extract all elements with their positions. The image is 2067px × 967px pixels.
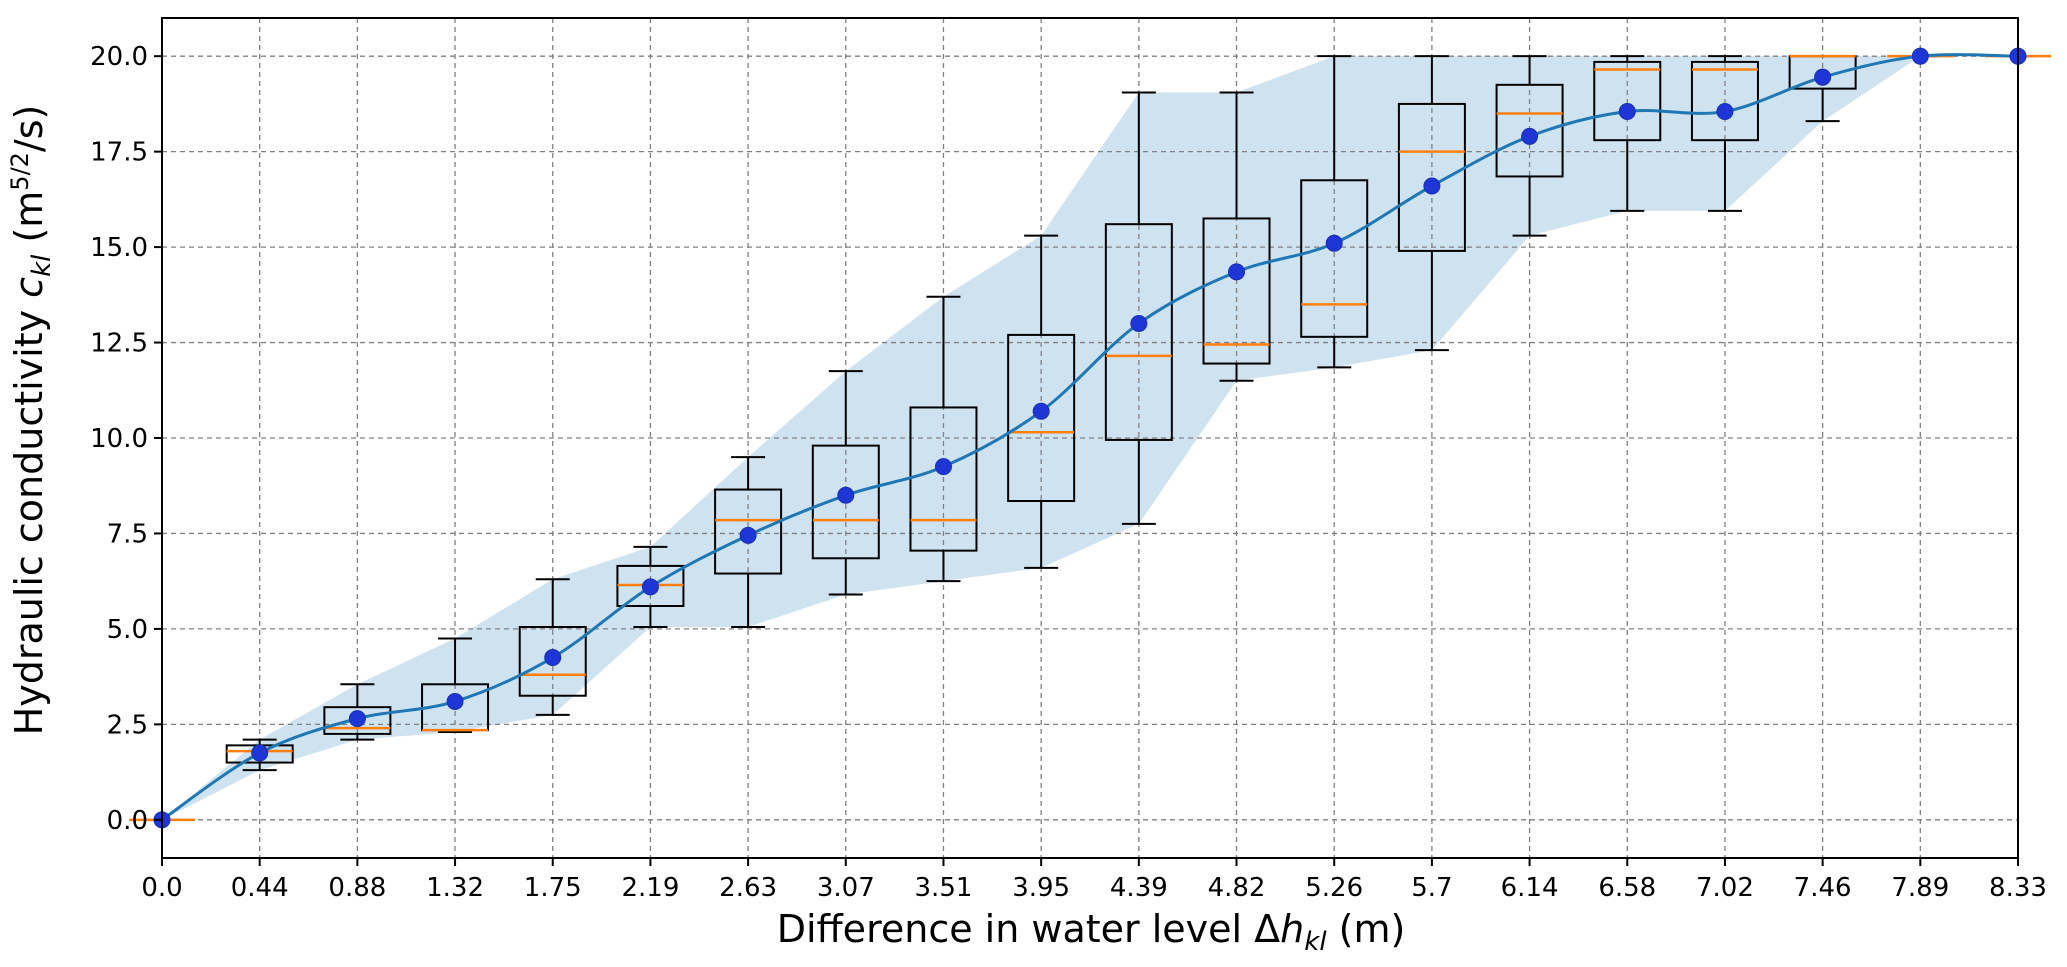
- mean-point: [446, 692, 464, 710]
- box-body: [1202, 217, 1271, 365]
- x-tick-label: 1.32: [426, 873, 484, 903]
- mean-point: [1228, 263, 1246, 281]
- box-body: [811, 444, 880, 560]
- mean-point: [1716, 103, 1734, 121]
- mean-point: [251, 744, 269, 762]
- y-tick-label: 17.5: [90, 138, 148, 168]
- mean-point: [641, 578, 659, 596]
- mean-point: [1325, 234, 1343, 252]
- mean-point: [1521, 127, 1539, 145]
- y-tick-label: 7.5: [107, 519, 148, 549]
- mean-point: [739, 526, 757, 544]
- box-body: [1495, 83, 1564, 178]
- y-tick-label: 5.0: [107, 615, 148, 645]
- x-tick-label: 5.7: [1411, 873, 1452, 903]
- x-tick-label: 7.46: [1794, 873, 1852, 903]
- x-tick-label: 0.0: [141, 873, 182, 903]
- x-tick-label: 3.51: [915, 873, 973, 903]
- x-tick-label: 6.14: [1501, 873, 1559, 903]
- x-tick-label: 6.58: [1598, 873, 1656, 903]
- x-tick-label: 3.95: [1012, 873, 1070, 903]
- box-body: [323, 706, 392, 735]
- box-body: [518, 626, 587, 697]
- y-tick-label: 15.0: [90, 233, 148, 263]
- mean-point: [1423, 177, 1441, 195]
- y-axis-label: Hydraulic conductivity ckl (m5/2/s): [6, 105, 57, 736]
- mean-point: [1618, 103, 1636, 121]
- y-tick-label: 12.5: [90, 329, 148, 359]
- mean-point: [837, 486, 855, 504]
- x-tick-label: 7.02: [1696, 873, 1754, 903]
- y-tick-label: 0.0: [107, 806, 148, 836]
- x-tick-label: 0.44: [231, 873, 289, 903]
- x-tick-label: 4.82: [1208, 873, 1266, 903]
- box-body: [714, 488, 783, 575]
- x-axis-label: Difference in water level Δhkl (m): [777, 907, 1406, 957]
- mean-point: [1814, 68, 1832, 86]
- x-tick-label: 4.39: [1110, 873, 1168, 903]
- x-tick-label: 7.89: [1891, 873, 1949, 903]
- x-tick-label: 0.88: [328, 873, 386, 903]
- box-body: [1593, 60, 1662, 142]
- mean-series: [153, 47, 2027, 829]
- mean-point: [1130, 314, 1148, 332]
- box-body: [1397, 102, 1466, 252]
- x-tick-label: 2.19: [621, 873, 679, 903]
- y-tick-label: 20.0: [90, 42, 148, 72]
- box-body: [1007, 333, 1076, 502]
- x-axis-ticks: 0.0 0.44 0.88 1.32 1.75 2.19 2.63 3.07 3.51 3.95 4…: [141, 858, 2047, 903]
- mean-point: [934, 458, 952, 476]
- y-tick-label: 10.0: [90, 424, 148, 454]
- x-tick-label: 8.33: [1989, 873, 2047, 903]
- y-axis-ticks: 0.0 2.5 5.0 7.5 10.0 12.5 15.0 17.5 20.0: [90, 42, 162, 836]
- y-tick-label: 2.5: [107, 710, 148, 740]
- mean-line: [161, 53, 2019, 822]
- box-body: [1104, 223, 1173, 441]
- mean-point: [1032, 402, 1050, 420]
- mean-point: [544, 649, 562, 667]
- x-tick-label: 3.07: [817, 873, 875, 903]
- box-body: [1300, 179, 1369, 338]
- x-tick-label: 1.75: [524, 873, 582, 903]
- x-tick-label: 5.26: [1305, 873, 1363, 903]
- x-tick-label: 2.63: [719, 873, 777, 903]
- mean-point: [1911, 47, 1929, 65]
- mean-point: [348, 710, 366, 728]
- grid-lines: [162, 18, 2018, 858]
